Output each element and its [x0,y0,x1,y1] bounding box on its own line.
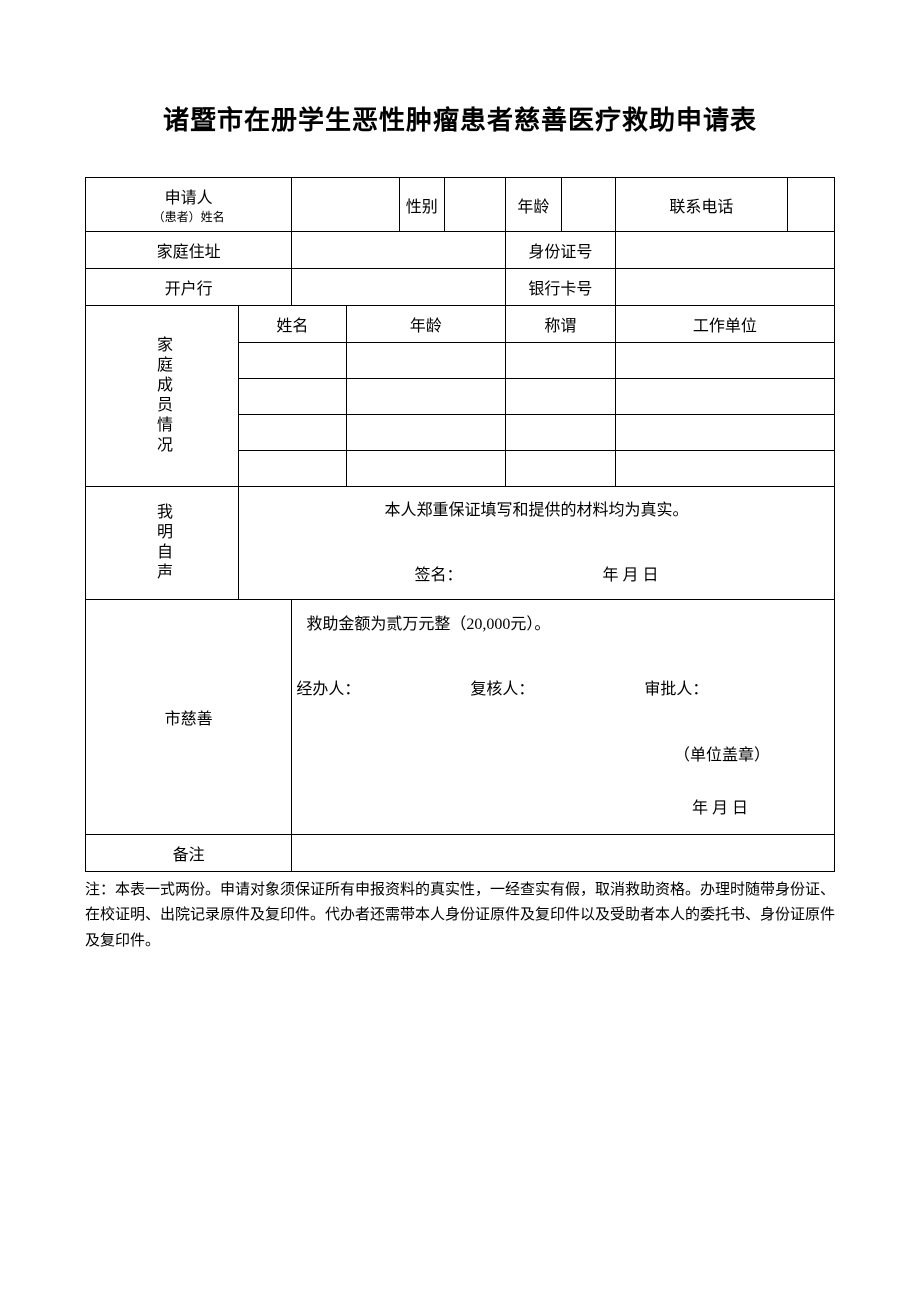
gender-value[interactable] [444,178,505,232]
gender-label: 性别 [399,178,444,232]
row-declaration: 我明自声 本人郑重保证填写和提供的材料均为真实。 签名： 年 月 日 [86,487,835,600]
charity-section-label: 市慈善 [86,600,292,835]
family-relation-1[interactable] [505,343,615,379]
address-value[interactable] [292,232,506,269]
row-address: 家庭住址 身份证号 [86,232,835,269]
row-applicant: 申请人 （患者）姓名 性别 年龄 联系电话 [86,178,835,232]
applicant-label-line2: （患者）姓名 [90,208,287,225]
family-header-workplace: 工作单位 [615,306,834,343]
family-relation-4[interactable] [505,451,615,487]
family-relation-2[interactable] [505,379,615,415]
family-age-4[interactable] [346,451,505,487]
family-name-2[interactable] [239,379,347,415]
bank-value[interactable] [292,269,506,306]
reviewer-label: 复核人： [470,671,534,709]
row-bank: 开户行 银行卡号 [86,269,835,306]
family-name-3[interactable] [239,415,347,451]
cardno-value[interactable] [615,269,834,306]
family-workplace-2[interactable] [615,379,834,415]
family-workplace-4[interactable] [615,451,834,487]
cardno-label: 银行卡号 [505,269,615,306]
footnote-text: 注：本表一式两份。申请对象须保证所有申报资料的真实性，一经查实有假，取消救助资格… [85,878,835,955]
family-name-4[interactable] [239,451,347,487]
application-table: 申请人 （患者）姓名 性别 年龄 联系电话 家庭住址 身份证号 开户行 银行卡号… [85,177,835,872]
charity-amount: 救助金额为贰万元整（20,000元）。 [306,606,830,644]
declaration-date-label: 年 月 日 [603,558,659,593]
approver-label: 审批人： [644,671,708,709]
charity-cell: 救助金额为贰万元整（20,000元）。 经办人： 复核人： 审批人： （单位盖章… [292,600,835,835]
age-label: 年龄 [505,178,561,232]
family-workplace-1[interactable] [615,343,834,379]
applicant-label-line1: 申请人 [90,184,287,208]
declaration-cell: 本人郑重保证填写和提供的材料均为真实。 签名： 年 月 日 [239,487,835,600]
applicant-label: 申请人 （患者）姓名 [86,178,292,232]
family-header-relation: 称谓 [505,306,615,343]
family-workplace-3[interactable] [615,415,834,451]
family-relation-3[interactable] [505,415,615,451]
row-family-header: 家庭成员情况 姓名 年龄 称谓 工作单位 [86,306,835,343]
remarks-label: 备注 [86,834,292,871]
family-section-label: 家庭成员情况 [86,306,239,487]
family-age-2[interactable] [346,379,505,415]
family-header-age: 年龄 [346,306,505,343]
family-header-name: 姓名 [239,306,347,343]
charity-date-label: 年 月 日 [296,790,830,828]
bank-label: 开户行 [86,269,292,306]
stamp-label: （单位盖章） [296,737,830,775]
address-label: 家庭住址 [86,232,292,269]
handler-label: 经办人： [296,671,360,709]
form-title: 诸暨市在册学生恶性肿瘤患者慈善医疗救助申请表 [85,100,835,137]
family-age-1[interactable] [346,343,505,379]
declaration-sign-label: 签名： [414,558,462,593]
row-remarks: 备注 [86,834,835,871]
declaration-section-label: 我明自声 [86,487,239,600]
row-charity: 市慈善 救助金额为贰万元整（20,000元）。 经办人： 复核人： 审批人： （… [86,600,835,835]
phone-label: 联系电话 [615,178,787,232]
idcard-label: 身份证号 [505,232,615,269]
applicant-value[interactable] [292,178,399,232]
family-age-3[interactable] [346,415,505,451]
declaration-statement: 本人郑重保证填写和提供的材料均为真实。 [243,493,830,528]
remarks-value[interactable] [292,834,835,871]
phone-value[interactable] [788,178,835,232]
idcard-value[interactable] [615,232,834,269]
family-name-1[interactable] [239,343,347,379]
age-value[interactable] [561,178,615,232]
